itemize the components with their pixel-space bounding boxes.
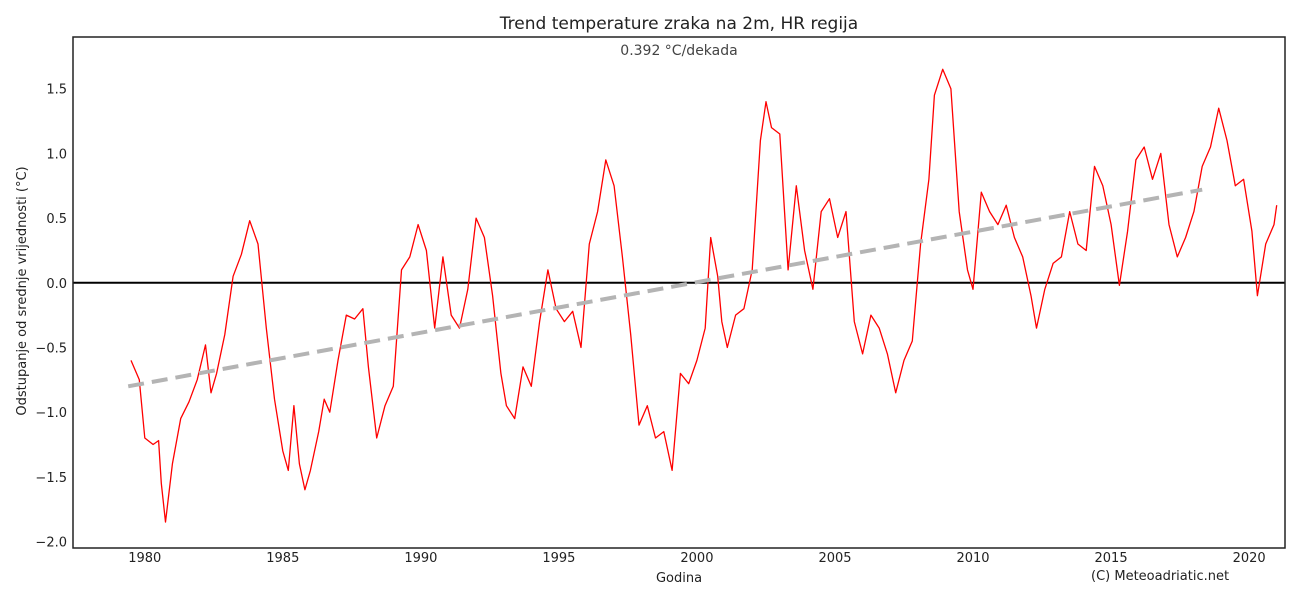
x-tick-label: 1985	[266, 551, 299, 566]
chart-subtitle: 0.392 °C/dekada	[620, 43, 737, 59]
y-tick-label: 0.5	[46, 212, 67, 227]
credit-text: (C) Meteoadriatic.net	[1091, 569, 1230, 584]
trend-line	[127, 187, 1203, 389]
y-tick-label: 1.5	[46, 83, 67, 98]
y-tick-label: −0.5	[35, 341, 67, 356]
y-tick-label: 0.0	[46, 277, 67, 292]
x-tick-label: 1980	[128, 551, 161, 566]
x-tick-label: 2000	[680, 551, 713, 566]
x-tick-label: 2020	[1233, 551, 1266, 566]
x-tick-label: 2010	[956, 551, 989, 566]
x-tick-label: 2015	[1095, 551, 1128, 566]
y-tick-label: −2.0	[35, 536, 67, 551]
x-tick-label: 1990	[404, 551, 437, 566]
temperature-anomaly-line	[130, 68, 1278, 523]
x-tick-label: 2005	[818, 551, 851, 566]
x-axis-label: Godina	[656, 571, 702, 586]
y-tick-label: −1.5	[35, 471, 67, 486]
plot-area: 1980 1985 1990 1995 2000 2005 2010 2015 2020 −2.0…	[35, 36, 1286, 566]
chart-title: Trend temperature zraka na 2m, HR regija	[499, 14, 858, 34]
plot-frame	[72, 36, 1286, 549]
y-tick-label: −1.0	[35, 406, 67, 421]
x-tick-label: 1995	[542, 551, 575, 566]
y-axis-label: Odstupanje od srednje vrijednosti (°C)	[15, 166, 30, 415]
y-tick-label: 1.0	[46, 147, 67, 162]
